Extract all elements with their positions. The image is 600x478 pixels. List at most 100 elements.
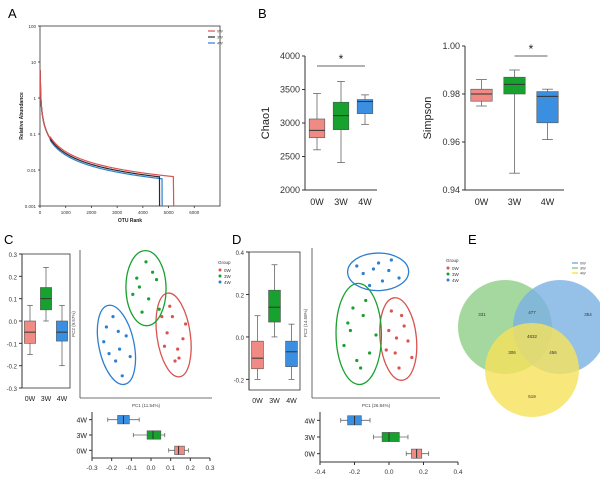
confidence-ellipse xyxy=(346,252,410,292)
point-3w xyxy=(140,310,144,314)
panel-label-c: C xyxy=(4,232,13,247)
y-tick-label: 0.94 xyxy=(442,185,460,195)
point-0w xyxy=(170,315,174,319)
x-category-label: 4W xyxy=(57,396,68,403)
point-0w xyxy=(389,309,393,313)
legend-entry: 4W xyxy=(224,280,232,285)
y-category-label: 0W xyxy=(77,448,88,455)
point-4w xyxy=(368,283,372,288)
point-3w xyxy=(355,358,359,363)
x-category-label: 3W xyxy=(508,197,522,207)
series-line-4w xyxy=(39,69,163,207)
y-tick-label: 100 xyxy=(28,24,36,29)
x-tick-label: 5000 xyxy=(164,210,175,215)
venn-count-0w-4w: 306 xyxy=(508,350,516,355)
point-3w xyxy=(359,366,363,370)
x-axis-label: PC1 (11.54%) xyxy=(132,403,160,408)
legend-entry: 4W xyxy=(580,272,586,276)
y-tick-label: -0.3 xyxy=(7,387,18,393)
point-3w xyxy=(361,313,365,318)
point-3w xyxy=(374,333,378,337)
point-4w xyxy=(387,268,391,273)
venn-count-3w-4w: 456 xyxy=(549,350,557,355)
x-tick-label: -0.1 xyxy=(126,465,138,472)
x-category-label: 4W xyxy=(541,197,555,207)
point-3w xyxy=(368,351,372,355)
point-3w xyxy=(151,270,155,274)
venn-count-all: 4832 xyxy=(527,334,538,339)
point-3w xyxy=(157,307,161,311)
box-3w xyxy=(381,432,400,442)
point-3w xyxy=(131,292,135,296)
x-category-label: 3W xyxy=(334,197,348,207)
confidence-ellipse xyxy=(335,282,383,386)
y-category-label: 3W xyxy=(305,435,316,442)
y-tick-label: 0.3 xyxy=(9,253,18,259)
panel-b-chao1-boxplot: 2000 2500 3000 3500 4000 0W 3W 4W Chao1 * xyxy=(260,51,377,207)
legend-marker xyxy=(446,272,450,276)
legend-marker xyxy=(218,268,222,272)
point-4w xyxy=(361,271,365,276)
box-0w xyxy=(251,340,264,370)
y-tick-label: 0.1 xyxy=(30,132,37,137)
x-tick-label: 2000 xyxy=(86,210,97,215)
x-tick-label: 0.2 xyxy=(186,465,195,472)
x-category-label: 0W xyxy=(310,197,324,207)
point-4w xyxy=(376,261,381,265)
y-tick-label: -0.2 xyxy=(234,378,245,384)
box-4w xyxy=(536,91,559,124)
y-tick-label: 2500 xyxy=(280,152,300,162)
y-axis-label: Relative Abundance xyxy=(19,92,25,140)
x-axis-label: PC1 (26.84%) xyxy=(362,403,391,408)
panel-c-pc1-boxplot: -0.3 -0.2 -0.1 0.0 0.1 0.2 0.3 4W 3W 0W xyxy=(77,412,215,472)
x-tick-label: 1000 xyxy=(61,210,72,215)
series-line-3w xyxy=(39,69,161,207)
y-category-label: 4W xyxy=(305,418,316,425)
legend-entry: 0W xyxy=(224,268,232,273)
point-4w xyxy=(111,315,115,319)
box-0w xyxy=(470,88,493,102)
x-tick-label: 0.2 xyxy=(419,469,428,476)
x-tick-label: -0.2 xyxy=(349,469,361,476)
x-tick-label: 0.3 xyxy=(205,465,214,472)
y-tick-label: 0.001 xyxy=(25,204,37,209)
point-3w xyxy=(154,278,159,282)
legend-entry: 0W xyxy=(452,266,460,271)
panel-label-b: B xyxy=(258,6,267,21)
y-tick-label: 0.0 xyxy=(236,336,245,342)
point-0w xyxy=(400,313,404,318)
point-0w xyxy=(184,322,188,326)
y-tick-label: 0.01 xyxy=(27,168,36,173)
significance-marker: * xyxy=(339,52,344,66)
panel-b-simpson-boxplot: 0.94 0.96 0.98 1.00 0W 3W 4W Simpson * xyxy=(422,41,564,207)
y-tick-label: 4000 xyxy=(280,51,300,61)
confidence-ellipse xyxy=(125,249,167,327)
venn-count-only-4w: 519 xyxy=(528,394,536,399)
y-category-label: 4W xyxy=(77,418,88,425)
x-category-label: 4W xyxy=(286,398,297,405)
x-category-label: 3W xyxy=(41,396,52,403)
box-3w xyxy=(268,289,281,323)
panel-label-a: A xyxy=(8,6,17,21)
x-tick-label: -0.4 xyxy=(314,469,326,476)
x-category-label: 3W xyxy=(269,398,280,405)
point-3w xyxy=(144,260,148,264)
point-3w xyxy=(135,276,139,280)
x-tick-label: 0.4 xyxy=(453,469,462,476)
legend-entry: 3W xyxy=(452,272,460,277)
box-4w xyxy=(285,340,298,367)
point-0w xyxy=(384,348,388,352)
point-0w xyxy=(402,324,406,328)
point-0w xyxy=(410,355,414,360)
series-line-0w xyxy=(39,69,175,207)
x-category-label: 0W xyxy=(252,398,263,405)
point-0w xyxy=(393,351,397,355)
confidence-ellipse xyxy=(155,292,192,378)
x-tick-label: 0.0 xyxy=(146,465,155,472)
panel-d-pc1-boxplot: -0.4 -0.2 0.0 0.2 0.4 4W 3W 0W xyxy=(305,412,463,476)
venn-count-only-3w: 354 xyxy=(584,312,592,317)
point-4w xyxy=(116,329,120,333)
